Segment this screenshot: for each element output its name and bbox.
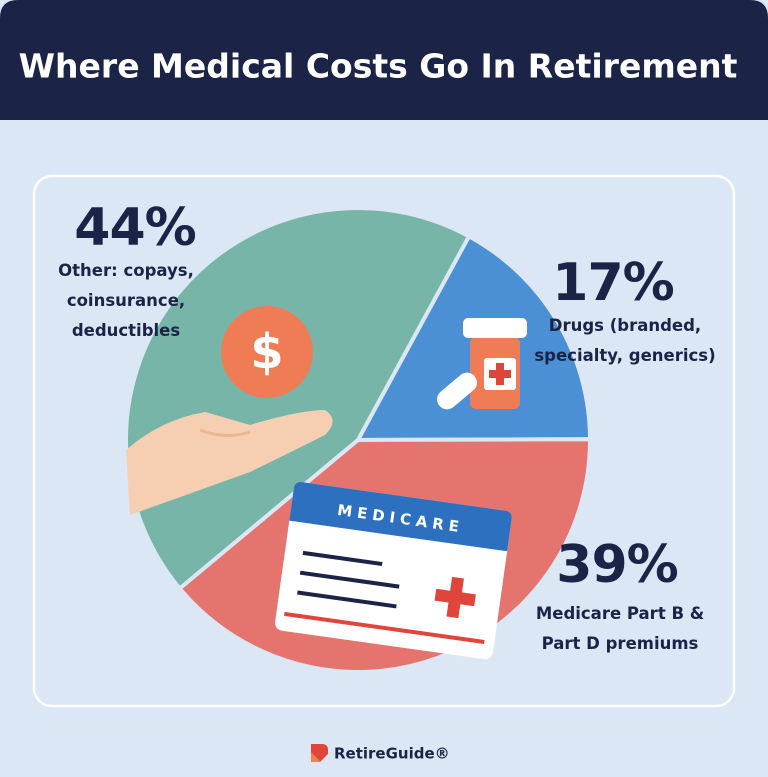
money-hand-icon: $ [126, 306, 333, 515]
svg-text:$: $ [250, 324, 283, 380]
value-label: 44% [74, 198, 196, 258]
category-label: Medicare Part B & Part D premiums [535, 604, 705, 653]
brand-name: RetireGuide® [334, 745, 450, 763]
pill-bottle-icon [437, 318, 527, 410]
value-label: 39% [556, 535, 678, 595]
brand-logo [311, 744, 328, 762]
value-label: 17% [552, 253, 674, 313]
chart-title: Where Medical Costs Go In Retirement [19, 47, 738, 86]
header-bar [0, 0, 768, 120]
medicare-card-icon: MEDICARE [275, 482, 512, 660]
category-label: Other: copays, coinsurance, deductibles [58, 261, 194, 340]
category-label: Drugs (branded, specialty, generics) [534, 316, 716, 365]
panel [32, 174, 736, 708]
